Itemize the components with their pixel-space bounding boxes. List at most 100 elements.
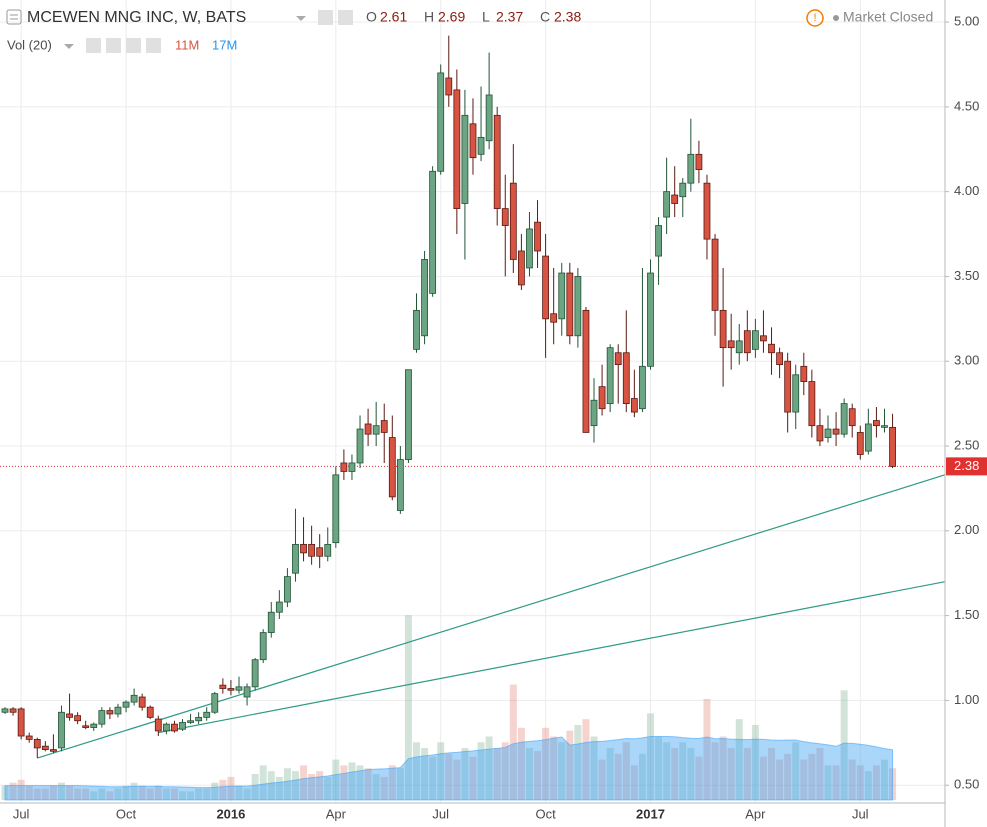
settings-button[interactable] bbox=[338, 10, 353, 25]
candle-body bbox=[848, 408, 856, 427]
eye-button[interactable] bbox=[318, 10, 333, 25]
y-tick-label: 4.00 bbox=[954, 183, 979, 198]
volume-bar bbox=[493, 748, 501, 800]
volume-bar bbox=[542, 727, 550, 800]
candle-body bbox=[816, 425, 824, 442]
volume-bar bbox=[41, 788, 49, 800]
volume-bar bbox=[259, 765, 267, 800]
dropdown-arrow[interactable] bbox=[296, 16, 306, 21]
volume-bar bbox=[429, 756, 437, 800]
volume-bar bbox=[638, 753, 646, 800]
candle-body bbox=[655, 225, 662, 257]
volume-bar bbox=[25, 785, 33, 800]
candle-body bbox=[340, 462, 348, 472]
eye-button[interactable] bbox=[86, 38, 101, 53]
volume-bar bbox=[566, 730, 574, 800]
x-tick-label: Jul bbox=[432, 806, 449, 821]
candle-body bbox=[517, 250, 525, 286]
volume-bar bbox=[477, 742, 485, 800]
volume-bar bbox=[219, 779, 227, 800]
volume-bar bbox=[90, 791, 98, 800]
volume-bar bbox=[622, 742, 630, 800]
candle-body bbox=[711, 238, 719, 311]
status-dot bbox=[833, 15, 839, 21]
candle-body bbox=[639, 365, 646, 410]
candle-body bbox=[808, 381, 816, 427]
volume-bar bbox=[792, 742, 800, 800]
candle-body bbox=[574, 276, 582, 337]
volume-bar bbox=[324, 776, 332, 800]
settings-button[interactable] bbox=[106, 38, 121, 53]
volume-bar bbox=[162, 788, 170, 800]
volume-bar bbox=[614, 753, 622, 800]
volume-bar bbox=[413, 742, 421, 800]
candle-body bbox=[74, 715, 82, 722]
candle-body bbox=[582, 309, 590, 433]
volume-bar bbox=[759, 756, 767, 800]
volume-bar bbox=[534, 750, 542, 800]
candle-body bbox=[292, 543, 299, 574]
y-tick-label: 5.00 bbox=[954, 13, 979, 28]
candle-body bbox=[558, 272, 566, 320]
volume-bar bbox=[574, 724, 582, 800]
volume-bar bbox=[17, 779, 25, 800]
status-icon[interactable] bbox=[806, 9, 824, 27]
volume-bar bbox=[824, 765, 832, 800]
chart-title: MCEWEN MNG INC, W, BATS bbox=[27, 9, 246, 26]
candle-body bbox=[453, 89, 461, 209]
volume-bar bbox=[687, 748, 695, 800]
candle-body bbox=[267, 611, 275, 633]
volume-legend-value: 11M bbox=[175, 37, 199, 52]
candle-body bbox=[542, 255, 550, 320]
volume-bar bbox=[703, 698, 711, 800]
volume-bar bbox=[501, 742, 509, 800]
volume-bar bbox=[832, 765, 840, 800]
volume-bar bbox=[308, 774, 316, 800]
dropdown-arrow[interactable] bbox=[64, 44, 74, 49]
candle-body bbox=[598, 386, 606, 410]
volume-bar bbox=[106, 791, 114, 800]
y-tick-label: 3.50 bbox=[954, 268, 979, 283]
volume-bar bbox=[340, 765, 348, 800]
volume-bar bbox=[784, 753, 792, 800]
ohlc-value: 2.37 bbox=[496, 9, 523, 25]
candle-body bbox=[751, 330, 759, 350]
candle-body bbox=[735, 340, 743, 354]
y-tick-label: 1.00 bbox=[954, 692, 979, 707]
candle-body bbox=[98, 710, 106, 725]
candle-body bbox=[162, 723, 170, 732]
candle-body bbox=[622, 352, 630, 405]
candle-body bbox=[82, 725, 90, 728]
volume-bar bbox=[275, 776, 283, 800]
volume-bar bbox=[711, 742, 719, 800]
trend-lines bbox=[0, 465, 946, 759]
candle-body bbox=[550, 313, 558, 323]
volume-bar bbox=[380, 776, 388, 800]
candle-body bbox=[437, 72, 445, 172]
market-status: Market Closed bbox=[843, 9, 933, 25]
candle-body bbox=[251, 659, 259, 688]
candle-body bbox=[864, 423, 872, 452]
candle-body bbox=[235, 686, 243, 691]
candle-body bbox=[211, 693, 219, 713]
x-tick-label: Oct bbox=[116, 806, 137, 821]
close-button[interactable] bbox=[146, 38, 161, 53]
symbol-icon[interactable] bbox=[6, 9, 22, 25]
candle-body bbox=[25, 735, 33, 740]
volume-bar bbox=[130, 782, 138, 800]
candle-body bbox=[469, 123, 477, 159]
candle-body bbox=[1, 708, 9, 713]
candle-body bbox=[590, 399, 598, 427]
candle-body bbox=[33, 739, 41, 749]
volume-bar bbox=[388, 765, 396, 800]
volume-bar bbox=[768, 748, 776, 800]
y-tick-label: 2.00 bbox=[954, 522, 979, 537]
volume-bar bbox=[66, 785, 74, 800]
add-button[interactable] bbox=[126, 38, 141, 53]
axes: 0.50 1.00 1.50 2.00 2.50 3.00 3.50 4.00 4.50 5.00… bbox=[13, 13, 987, 821]
candle-body bbox=[413, 309, 420, 350]
volume-bar bbox=[138, 785, 146, 800]
volume-bar bbox=[848, 759, 856, 800]
y-tick-label: 1.50 bbox=[954, 607, 979, 622]
